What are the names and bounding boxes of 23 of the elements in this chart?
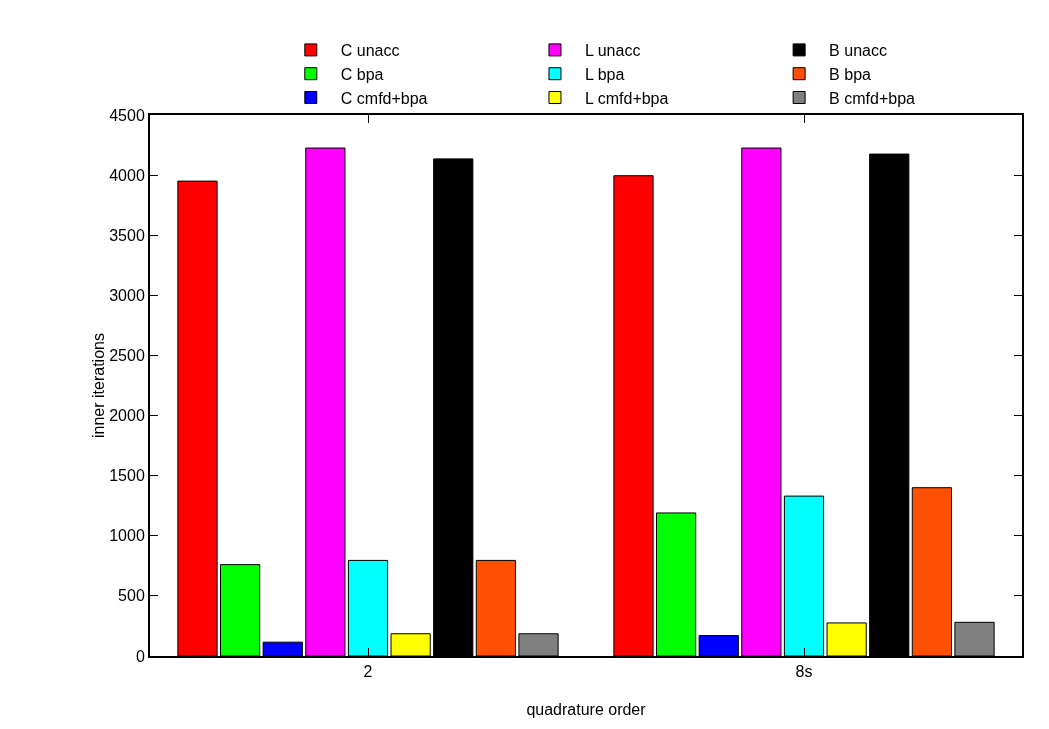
y-axis-title: inner iterations: [90, 333, 108, 438]
x-tick-label: 2: [363, 663, 373, 681]
legend-label: L cmfd+bpa: [584, 89, 669, 107]
y-tick-label: 2000: [109, 407, 145, 425]
x-axis-title: quadrature order: [526, 701, 647, 718]
y-tick-label: 4500: [109, 106, 145, 124]
y-tick-label: 0: [135, 647, 145, 665]
legend-label: L bpa: [584, 65, 625, 83]
y-tick-label: 2500: [109, 347, 145, 365]
y-tick-label: 4000: [109, 166, 145, 184]
legend-label: B cmfd+bpa: [829, 89, 916, 107]
legend-label: B unacc: [829, 42, 887, 60]
y-tick-label: 1000: [109, 527, 145, 545]
legend-label: C bpa: [340, 65, 384, 83]
legend-label: B bpa: [829, 65, 872, 83]
y-tick-label: 3000: [109, 286, 145, 304]
legend-label: L unacc: [584, 42, 641, 60]
x-tick-label: 8s: [795, 663, 813, 681]
y-tick-label: 1500: [109, 467, 145, 485]
y-tick-label: 3500: [109, 226, 145, 244]
y-tick-label: 500: [118, 587, 145, 605]
legend-label: C cmfd+bpa: [340, 89, 428, 107]
legend-label: C unacc: [340, 42, 400, 60]
